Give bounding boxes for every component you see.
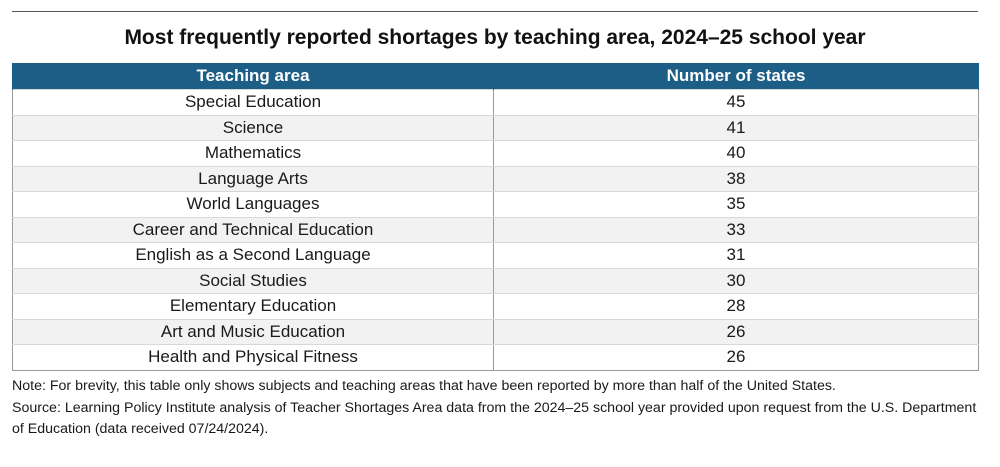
number-of-states-cell: 33 xyxy=(493,216,979,243)
top-rule xyxy=(12,11,978,12)
table-row: Social Studies 30 xyxy=(12,267,979,294)
table-row: Health and Physical Fitness 26 xyxy=(12,344,979,371)
table-header-row: Teaching area Number of states xyxy=(12,63,979,90)
footnotes: Note: For brevity, this table only shows… xyxy=(12,376,978,441)
teaching-area-cell: Elementary Education xyxy=(12,293,494,320)
table-row: Career and Technical Education 33 xyxy=(12,216,979,243)
number-of-states-cell: 31 xyxy=(493,242,979,269)
source-text: Source: Learning Policy Institute analys… xyxy=(12,399,977,438)
teaching-area-cell: Language Arts xyxy=(12,165,494,192)
table-row: World Languages 35 xyxy=(12,191,979,218)
number-of-states-cell: 26 xyxy=(493,318,979,345)
number-of-states-cell: 26 xyxy=(493,344,979,371)
teaching-area-cell: Health and Physical Fitness xyxy=(12,344,494,371)
column-header-number-of-states: Number of states xyxy=(493,63,979,90)
table-row: Elementary Education 28 xyxy=(12,293,979,320)
teaching-area-cell: Art and Music Education xyxy=(12,318,494,345)
teaching-area-cell: Special Education xyxy=(12,89,494,116)
table-row: Language Arts 38 xyxy=(12,165,979,192)
table-body: Special Education 45 Science 41 Mathematics 4… xyxy=(12,89,979,371)
teaching-area-cell: World Languages xyxy=(12,191,494,218)
number-of-states-cell: 40 xyxy=(493,140,979,167)
table-row: Art and Music Education 26 xyxy=(12,318,979,345)
table-row: Mathematics 40 xyxy=(12,140,979,167)
note-text: Note: For brevity, this table only shows… xyxy=(12,378,836,394)
number-of-states-cell: 45 xyxy=(493,89,979,116)
teaching-area-cell: Career and Technical Education xyxy=(12,216,494,243)
number-of-states-cell: 28 xyxy=(493,293,979,320)
table-row: Science 41 xyxy=(12,114,979,141)
number-of-states-cell: 38 xyxy=(493,165,979,192)
teaching-area-cell: Social Studies xyxy=(12,267,494,294)
table-row: Special Education 45 xyxy=(12,89,979,116)
table-row: English as a Second Language 31 xyxy=(12,242,979,269)
teaching-area-cell: Science xyxy=(12,114,494,141)
number-of-states-cell: 35 xyxy=(493,191,979,218)
teaching-area-cell: English as a Second Language xyxy=(12,242,494,269)
number-of-states-cell: 41 xyxy=(493,114,979,141)
chart-title: Most frequently reported shortages by te… xyxy=(124,26,866,49)
teaching-area-cell: Mathematics xyxy=(12,140,494,167)
column-header-teaching-area: Teaching area xyxy=(12,63,494,90)
shortages-table: Teaching area Number of states Special E… xyxy=(12,63,979,371)
number-of-states-cell: 30 xyxy=(493,267,979,294)
